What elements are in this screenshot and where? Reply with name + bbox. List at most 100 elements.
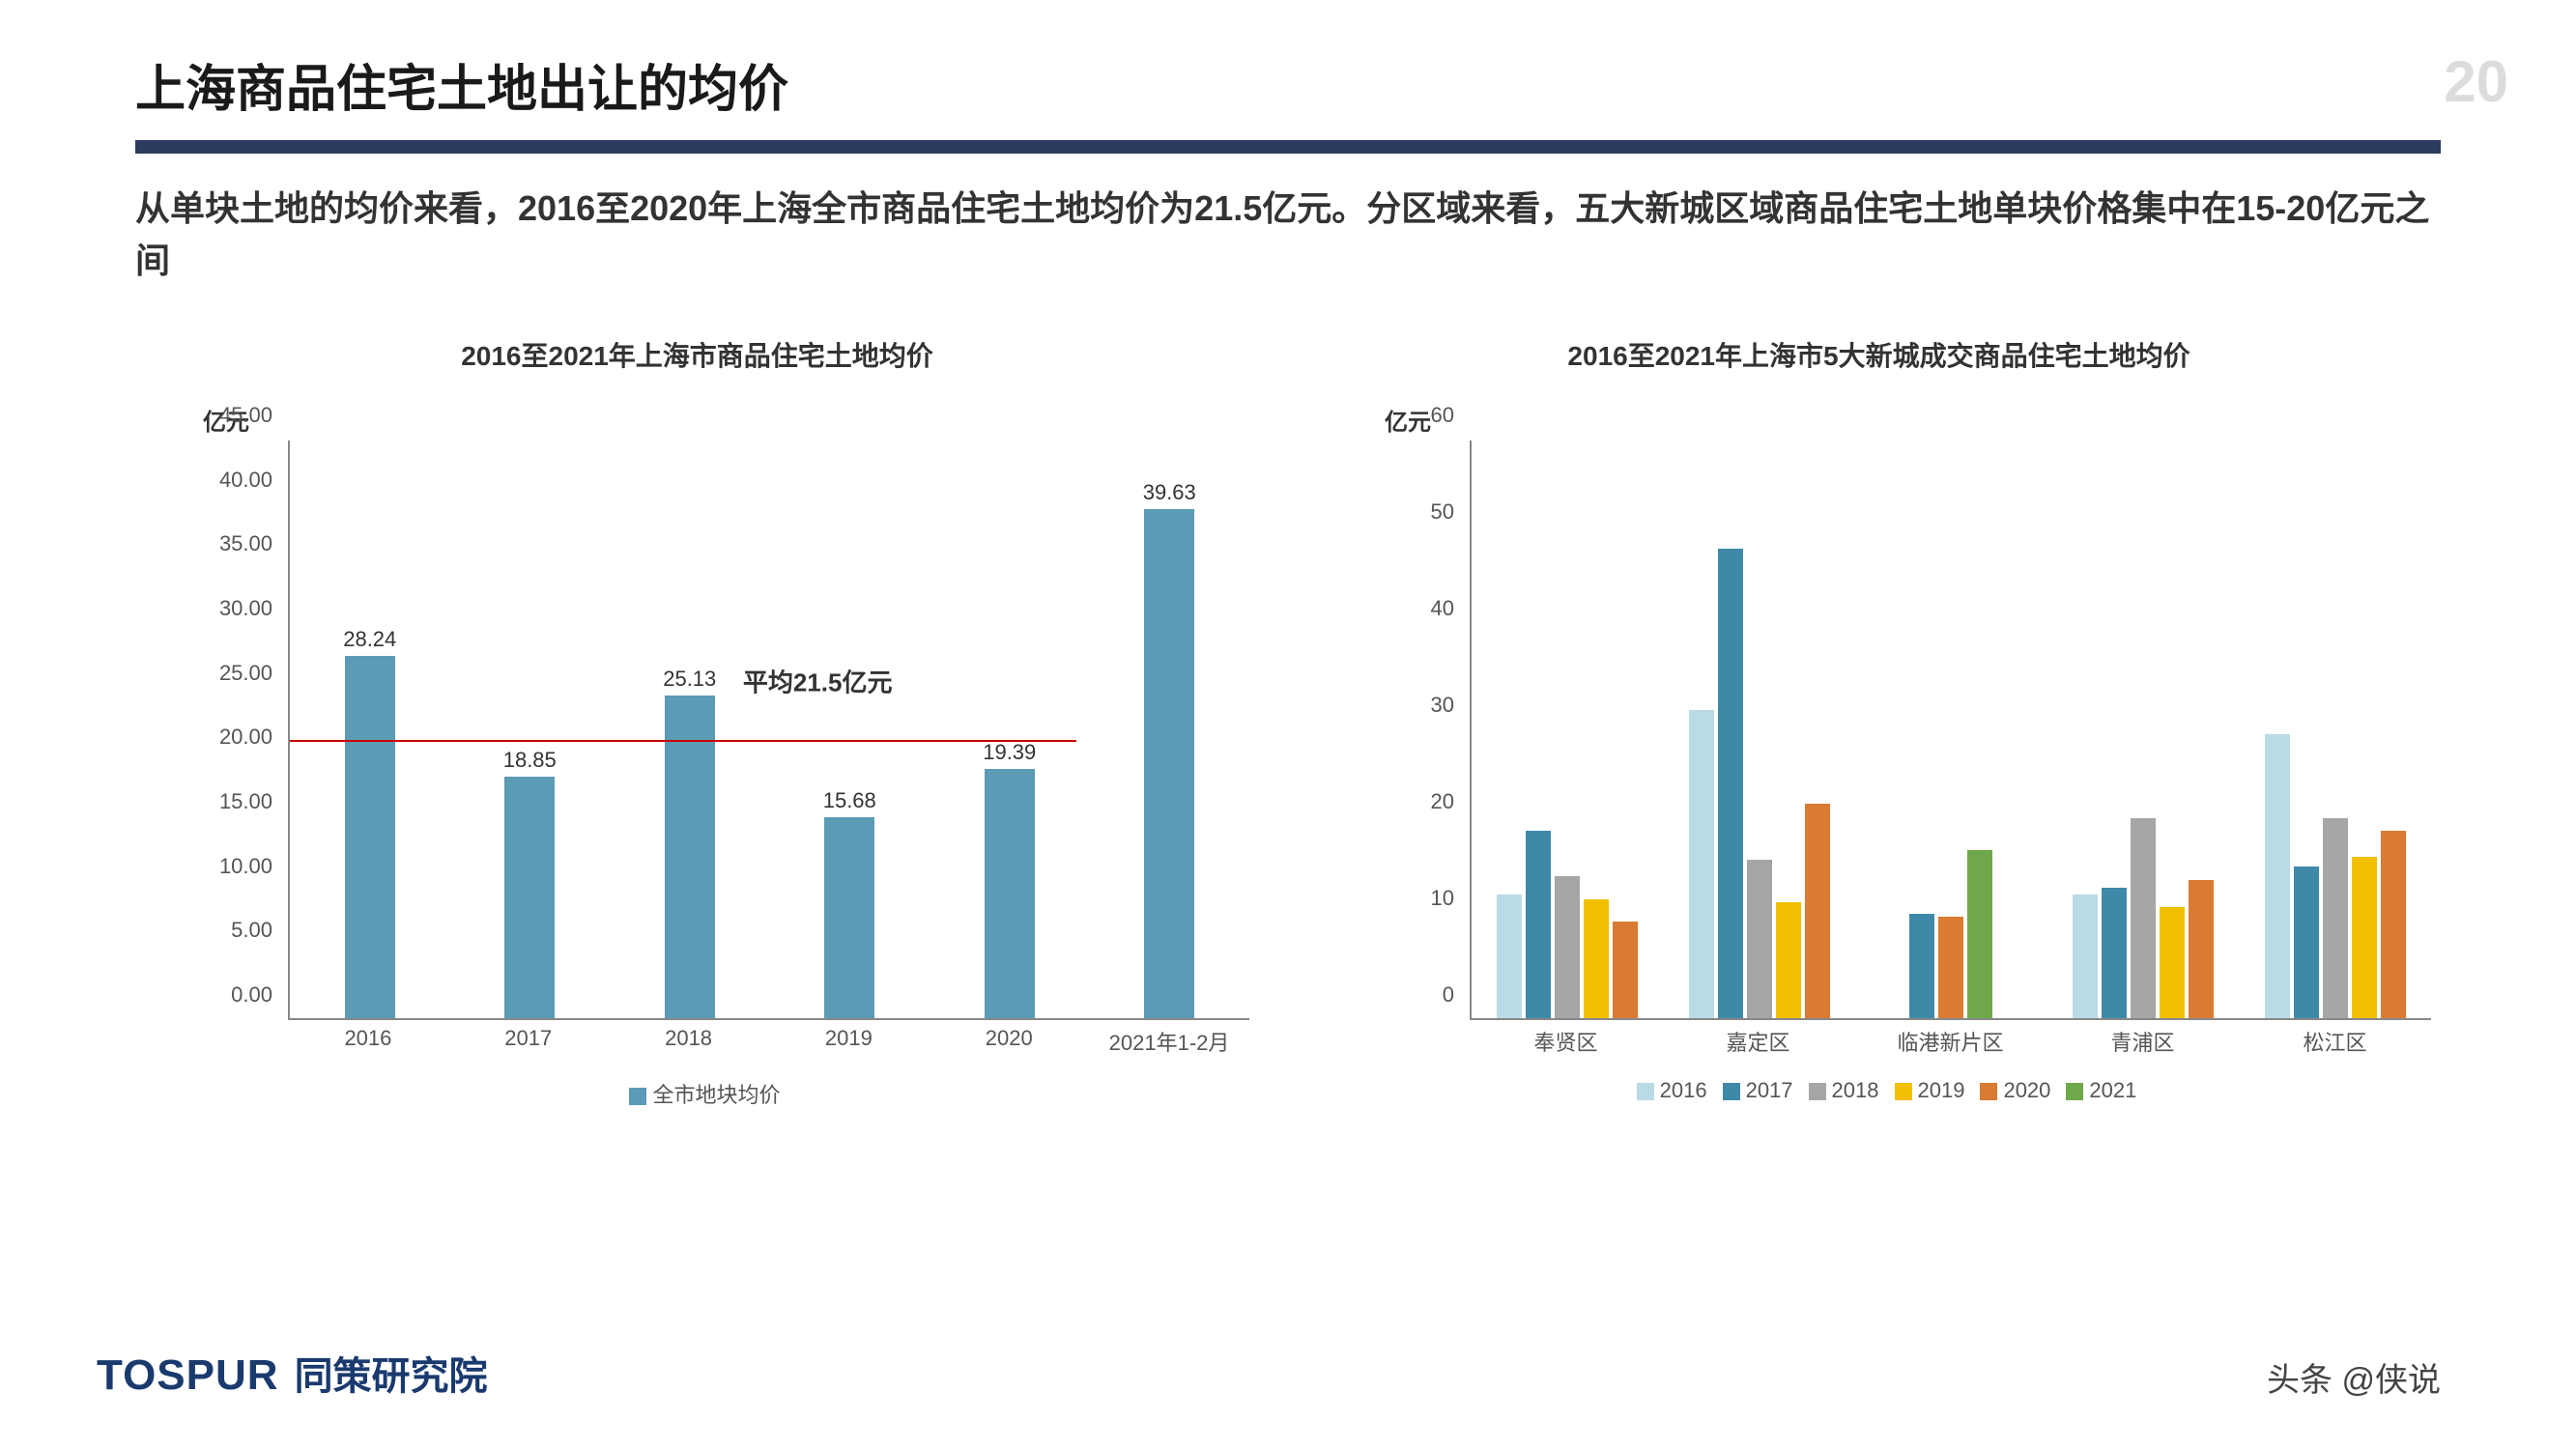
chart1-ytick: 0.00 bbox=[195, 982, 272, 1008]
chart1-xcat: 2016 bbox=[288, 1020, 448, 1059]
brand-en: TOSPUR bbox=[97, 1351, 279, 1400]
chart2-bargroup bbox=[1472, 440, 1664, 1018]
corner-logo: 20 bbox=[2444, 48, 2508, 115]
chart2-group bbox=[2265, 440, 2406, 1018]
chart2-bar bbox=[2381, 831, 2406, 1018]
chart1-ytick: 30.00 bbox=[195, 596, 272, 621]
chart2-bar bbox=[2160, 907, 2185, 1018]
chart1-bar: 39.63 bbox=[1144, 509, 1194, 1018]
chart2-bar bbox=[1526, 831, 1551, 1018]
chart2-xcat: 松江区 bbox=[2239, 1020, 2431, 1059]
chart1-xcat: 2021年1-2月 bbox=[1089, 1020, 1249, 1059]
footer: TOSPUR 同策研究院 bbox=[97, 1345, 488, 1401]
chart1-xcat: 2017 bbox=[448, 1020, 609, 1059]
chart2-group bbox=[1497, 440, 1638, 1018]
chart2-bar bbox=[2102, 888, 2127, 1018]
chart1-bar-label: 19.39 bbox=[983, 740, 1036, 765]
chart1-bargroup: 18.85 bbox=[450, 440, 611, 1018]
chart1-plot: 0.005.0010.0015.0020.0025.0030.0035.0040… bbox=[203, 440, 1259, 1059]
chart2-bar bbox=[1555, 876, 1580, 1019]
chart2-legend-swatch bbox=[1723, 1083, 1740, 1100]
chart2: 2016至2021年上海市5大新城成交商品住宅土地均价 亿元 010203040… bbox=[1317, 335, 2441, 1109]
chart1-xaxis: 201620172018201920202021年1-2月 bbox=[288, 1020, 1249, 1059]
chart1-bar: 18.85 bbox=[504, 777, 555, 1018]
chart1-bar-label: 15.68 bbox=[823, 788, 876, 813]
chart1-bar-label: 18.85 bbox=[503, 748, 557, 773]
chart1-bars: 28.24 18.85 25.13 15.68 19.39 39.63 bbox=[290, 440, 1249, 1018]
chart1-bargroup: 25.13 bbox=[610, 440, 770, 1018]
chart1-bargroup: 28.24 bbox=[290, 440, 450, 1018]
chart2-title: 2016至2021年上海市5大新城成交商品住宅土地均价 bbox=[1317, 335, 2441, 374]
chart2-legend-swatch bbox=[1637, 1083, 1654, 1100]
chart2-ylabel: 亿元 bbox=[1385, 403, 2441, 437]
chart2-bar bbox=[1805, 804, 1830, 1018]
chart1-bar-label: 25.13 bbox=[663, 667, 716, 692]
chart1-ytick: 5.00 bbox=[195, 918, 272, 943]
chart1-ytick: 10.00 bbox=[195, 854, 272, 879]
chart2-bar bbox=[2323, 818, 2348, 1018]
chart2-legend-swatch bbox=[1980, 1083, 1997, 1100]
title-rule bbox=[135, 140, 2441, 154]
chart1: 2016至2021年上海市商品住宅土地均价 亿元 0.005.0010.0015… bbox=[135, 335, 1259, 1109]
chart2-bar bbox=[1689, 710, 1714, 1018]
chart1-legend: 全市地块均价 bbox=[135, 1078, 1259, 1109]
chart2-bar bbox=[2294, 867, 2319, 1018]
chart1-ytick: 40.00 bbox=[195, 468, 272, 493]
chart2-bar bbox=[2352, 857, 2377, 1018]
chart1-ytick: 25.00 bbox=[195, 661, 272, 686]
chart1-bar-label: 28.24 bbox=[343, 627, 396, 652]
chart2-ytick: 40 bbox=[1377, 596, 1454, 621]
chart2-xcat: 临港新片区 bbox=[1854, 1020, 2046, 1059]
chart1-xcat: 2019 bbox=[768, 1020, 929, 1059]
chart1-bar-label: 39.63 bbox=[1143, 480, 1196, 505]
chart1-bar: 15.68 bbox=[824, 817, 874, 1018]
chart1-xcat: 2018 bbox=[609, 1020, 769, 1059]
chart1-legend-label: 全市地块均价 bbox=[652, 1083, 780, 1107]
chart1-xcat: 2020 bbox=[929, 1020, 1089, 1059]
chart1-bar: 25.13 bbox=[665, 696, 715, 1018]
chart2-ytick: 30 bbox=[1377, 693, 1454, 718]
chart2-xcat: 奉贤区 bbox=[1470, 1020, 1662, 1059]
chart2-legend-label: 2020 bbox=[2003, 1078, 2050, 1102]
chart2-bar bbox=[2265, 734, 2290, 1018]
chart2-legend-swatch bbox=[1809, 1083, 1826, 1100]
chart2-bar bbox=[1718, 549, 1743, 1018]
chart1-title: 2016至2021年上海市商品住宅土地均价 bbox=[135, 335, 1259, 374]
chart2-xcat: 青浦区 bbox=[2046, 1020, 2239, 1059]
chart1-ylabel: 亿元 bbox=[203, 403, 1259, 437]
chart1-plotarea: 28.24 18.85 25.13 15.68 19.39 39.63 平均21.5亿元 bbox=[288, 440, 1249, 1020]
page-subtitle: 从单块土地的均价来看，2016至2020年上海全市商品住宅土地均价为21.5亿元… bbox=[135, 183, 2441, 287]
chart1-ytick: 20.00 bbox=[195, 724, 272, 750]
chart2-ytick: 50 bbox=[1377, 499, 1454, 525]
chart2-bargroup bbox=[2047, 440, 2240, 1018]
chart2-legend-label: 2017 bbox=[1746, 1078, 1793, 1102]
page-title: 上海商品住宅土地出让的均价 bbox=[135, 48, 2441, 121]
chart2-group bbox=[1689, 440, 1830, 1018]
chart1-avg-line bbox=[290, 740, 1076, 742]
chart2-bar bbox=[2073, 895, 2098, 1018]
chart2-legend-label: 2016 bbox=[1660, 1078, 1707, 1102]
chart2-bargroup bbox=[1855, 440, 2047, 1018]
chart2-bar bbox=[1747, 860, 1772, 1018]
chart2-legend: 201620172018201920202021 bbox=[1317, 1078, 2441, 1103]
chart2-bar bbox=[1776, 902, 1801, 1018]
chart1-bargroup: 39.63 bbox=[1090, 440, 1250, 1018]
chart2-xaxis: 奉贤区嘉定区临港新片区青浦区松江区 bbox=[1470, 1020, 2431, 1059]
chart1-bargroup: 19.39 bbox=[930, 440, 1090, 1018]
chart2-legend-label: 2018 bbox=[1832, 1078, 1879, 1102]
chart2-bar bbox=[2189, 880, 2214, 1018]
chart2-bar bbox=[1967, 850, 1992, 1018]
chart2-bargroup bbox=[1664, 440, 1856, 1018]
attribution: 头条 @侠说 bbox=[2267, 1353, 2441, 1401]
chart2-ytick: 60 bbox=[1377, 403, 1454, 428]
chart1-bar: 19.39 bbox=[985, 769, 1035, 1018]
chart2-bars bbox=[1472, 440, 2431, 1018]
chart1-avg-label: 平均21.5亿元 bbox=[743, 664, 893, 699]
chart2-ytick: 0 bbox=[1377, 982, 1454, 1008]
chart1-ytick: 45.00 bbox=[195, 403, 272, 428]
brand-cn: 同策研究院 bbox=[295, 1345, 488, 1401]
chart2-legend-swatch bbox=[1895, 1083, 1912, 1100]
chart2-legend-label: 2021 bbox=[2089, 1078, 2136, 1102]
chart2-bar bbox=[1497, 895, 1522, 1018]
chart2-bar bbox=[1613, 922, 1638, 1018]
